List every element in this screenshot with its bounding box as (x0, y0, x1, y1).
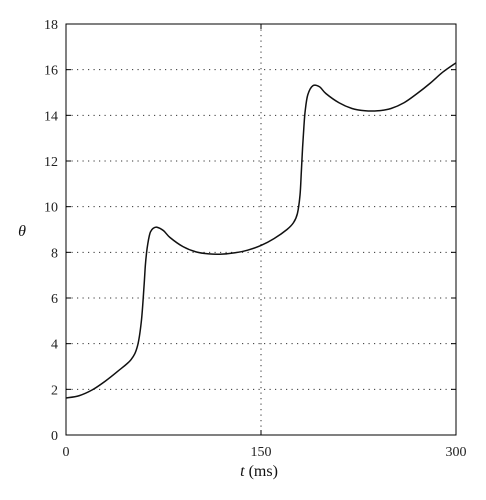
x-tick-label: 0 (63, 445, 70, 460)
x-axis-label-variable: t (240, 463, 245, 480)
y-tick-label: 10 (44, 201, 58, 216)
y-tick-label: 16 (44, 64, 58, 79)
x-tick-label: 300 (446, 445, 467, 460)
y-tick-label: 14 (44, 109, 58, 124)
x-tick-label: 150 (251, 445, 272, 460)
y-axis-label: θ (18, 223, 26, 240)
series-layer (65, 62, 457, 399)
y-tick-label: 12 (44, 155, 58, 170)
x-tick-labels: 0 150 300 (63, 445, 467, 460)
plot-frame (65, 23, 457, 436)
x-axis-label-unit: (ms) (245, 463, 278, 480)
y-tick-label: 4 (51, 338, 58, 353)
y-tick-label: 6 (51, 292, 58, 307)
y-tick-label: 0 (51, 429, 58, 444)
series-line (65, 62, 457, 399)
x-axis-label: t (ms) (240, 463, 278, 480)
grid-lines (66, 24, 456, 435)
y-tick-label: 8 (51, 246, 58, 261)
y-tick-label: 2 (51, 383, 58, 398)
y-tick-label: 18 (44, 18, 58, 33)
y-tick-labels: 0 2 4 6 8 10 12 14 16 18 (44, 18, 58, 444)
